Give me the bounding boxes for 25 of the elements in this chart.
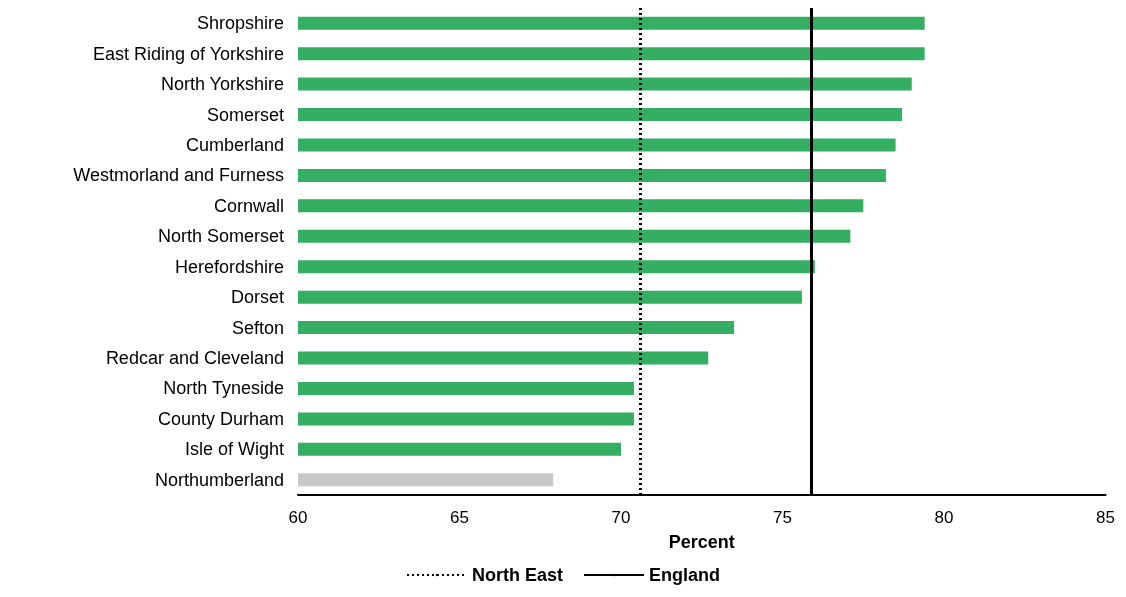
y-tick-label: Sefton — [231, 317, 284, 338]
y-tick-label: Isle of Wight — [184, 439, 284, 460]
y-tick-label: County Durham — [157, 408, 284, 429]
y-tick-label: North Yorkshire — [160, 74, 284, 95]
x-tick-label: 85 — [1096, 508, 1116, 527]
y-tick-label: North Tyneside — [163, 378, 284, 399]
y-tick-label: Redcar and Cleveland — [105, 348, 284, 369]
x-axis-title: Percent — [668, 532, 735, 552]
y-tick-label: Dorset — [230, 287, 284, 308]
y-tick-label: Westmorland and Furness — [73, 165, 284, 186]
y-tick-label: Somerset — [206, 104, 284, 125]
legend-label: North East — [472, 565, 564, 585]
x-tick-label: 80 — [934, 508, 954, 527]
x-tick-label: 65 — [450, 508, 469, 527]
y-tick-label: Cumberland — [185, 134, 284, 155]
x-tick-label: 60 — [288, 508, 308, 527]
x-tick-label: 70 — [611, 508, 631, 527]
y-tick-label: Herefordshire — [174, 256, 284, 277]
y-tick-label: Shropshire — [196, 13, 284, 34]
legend-label: England — [649, 565, 721, 585]
y-tick-label: East Riding of Yorkshire — [92, 43, 284, 64]
y-tick-label: Cornwall — [213, 195, 284, 216]
y-tick-label: North Somerset — [157, 226, 284, 247]
y-tick-label: Northumberland — [154, 469, 284, 490]
x-tick-label: 75 — [773, 508, 792, 527]
